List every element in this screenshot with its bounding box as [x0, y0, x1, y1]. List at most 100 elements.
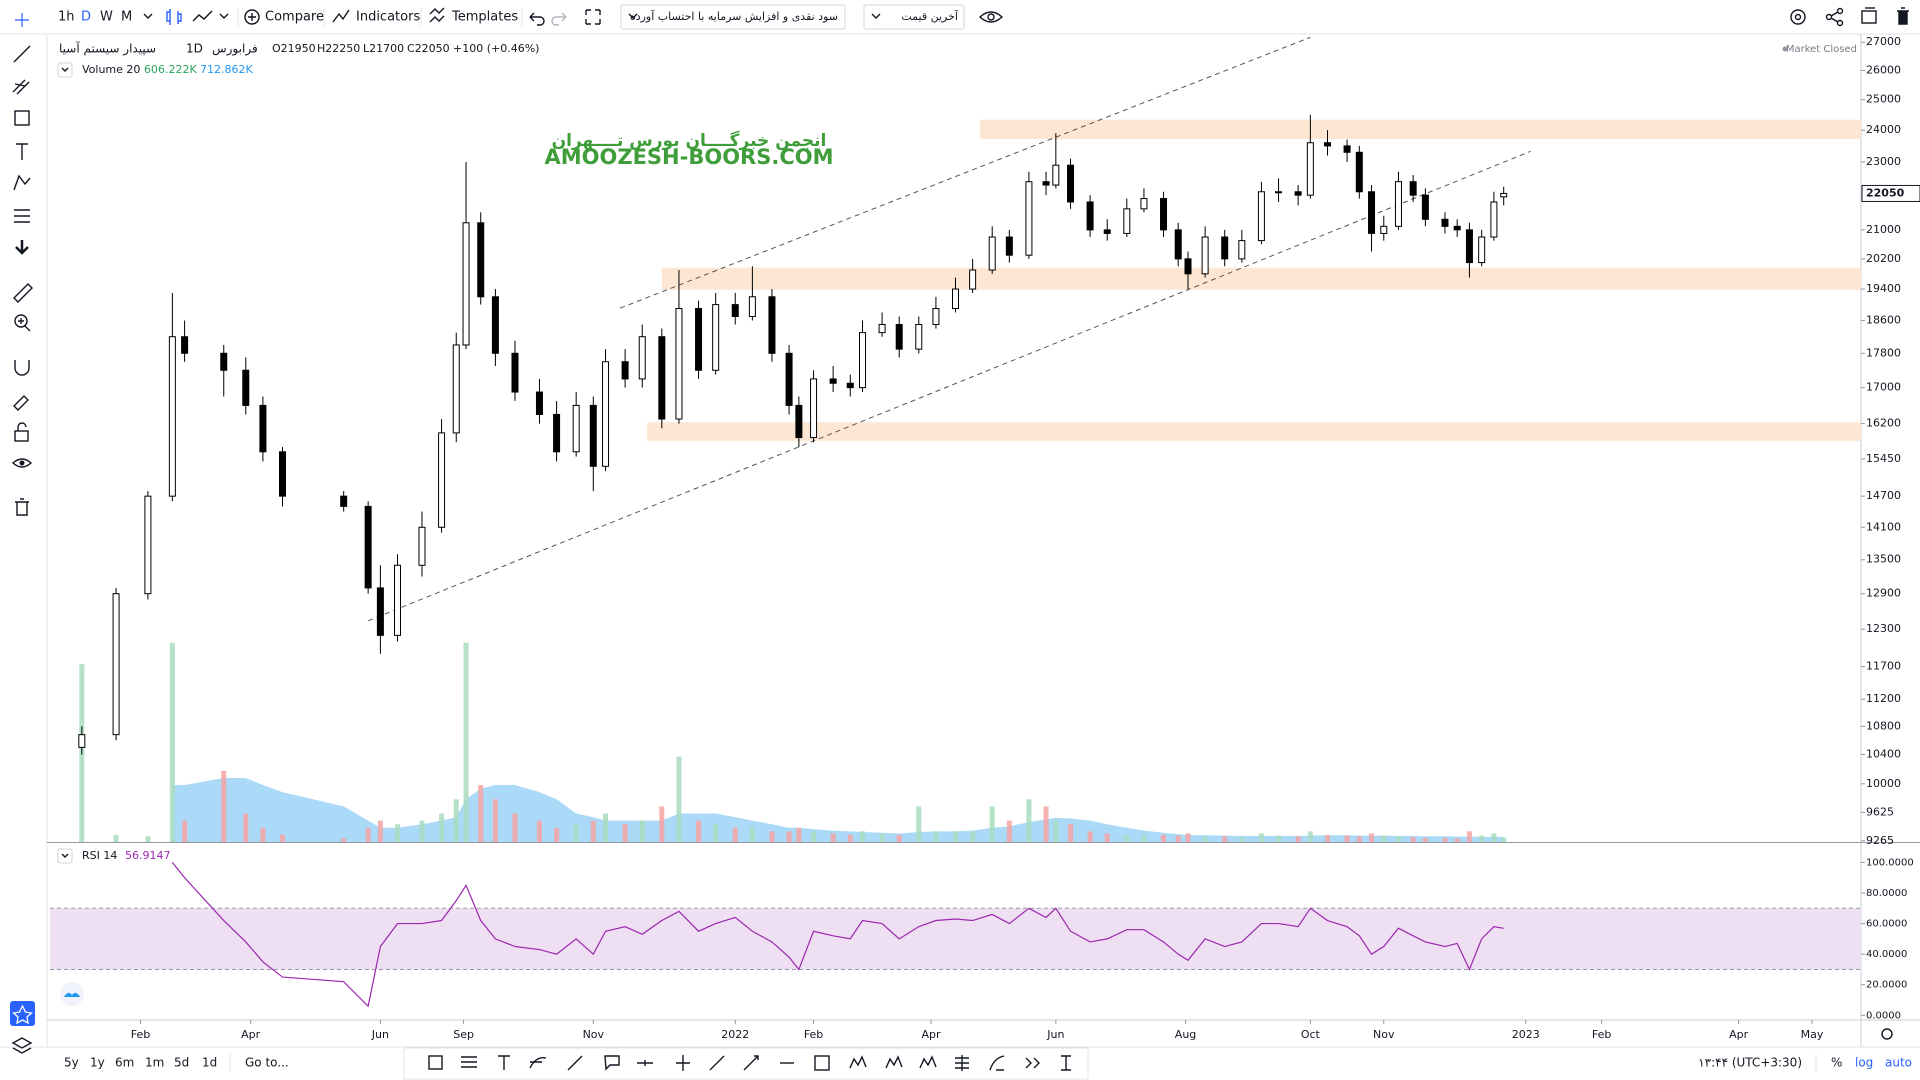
rsi-y-tick-label: 40.0000 [1866, 949, 1907, 960]
volume-bar [896, 834, 902, 842]
goto-button[interactable]: Go to... [245, 1056, 289, 1070]
ruler-tool[interactable] [13, 283, 33, 303]
pattern-tool[interactable] [1025, 1057, 1040, 1069]
candle-body [602, 361, 610, 467]
adjustment-label[interactable]: سود نقدی و افزایش سرمایه با احتساب آورده [630, 9, 838, 23]
interval-1h[interactable]: 1h [58, 10, 75, 25]
volume-bar [1185, 833, 1191, 842]
chart-type-button[interactable] [166, 9, 182, 25]
pattern-tool[interactable] [13, 174, 31, 191]
measure-tool[interactable] [1061, 1055, 1071, 1071]
prediction-tool[interactable] [14, 209, 30, 223]
crosshair-tool[interactable] [15, 13, 29, 27]
zoom-tool[interactable] [14, 314, 31, 332]
x-tick-label: 2023 [1512, 1028, 1540, 1041]
callout-tool[interactable] [604, 1055, 620, 1071]
candle-body [242, 369, 250, 406]
text-tool[interactable] [498, 1055, 510, 1070]
rect-tool[interactable] [428, 1055, 443, 1070]
interval-d[interactable]: D [81, 10, 91, 25]
interval-m[interactable]: M [121, 10, 132, 25]
price-source-label[interactable]: آخرین قیمت [901, 9, 959, 23]
shape-tool[interactable] [14, 110, 30, 126]
undo-button[interactable] [529, 12, 545, 26]
collapse-button[interactable] [57, 848, 73, 864]
candle-body [952, 288, 959, 310]
volume-bar [1276, 835, 1282, 842]
volume-bar [1395, 836, 1401, 842]
templates-label[interactable]: Templates [451, 10, 518, 25]
axis-settings[interactable] [1881, 1028, 1893, 1040]
range-tool[interactable] [814, 1055, 830, 1071]
y-tick-label: 16200 [1866, 417, 1901, 430]
range-5y[interactable]: 5y [64, 1056, 79, 1070]
interval-w[interactable]: W [100, 10, 113, 25]
candle-body [1042, 181, 1050, 186]
line-tool[interactable] [567, 1055, 583, 1071]
range-1d[interactable]: 1d [202, 1056, 217, 1070]
snapshot-button[interactable] [1861, 7, 1877, 24]
templates-button[interactable]: Templates [429, 7, 518, 25]
percent-toggle[interactable]: % [1831, 1056, 1842, 1070]
price-source-dropdown[interactable]: آخرین قیمت [863, 4, 965, 30]
ray-tool[interactable] [709, 1055, 725, 1071]
candle-body [376, 587, 384, 636]
abcd-tool[interactable] [885, 1055, 903, 1069]
x-tick-label: Feb [131, 1028, 150, 1041]
range-1y[interactable]: 1y [90, 1056, 105, 1070]
fullscreen-button[interactable] [585, 9, 601, 25]
drawing-mode-tool[interactable] [13, 395, 29, 411]
volume-bar [769, 831, 775, 842]
trendline [367, 150, 1531, 622]
range-5d[interactable]: 5d [174, 1056, 189, 1070]
candle-body [1201, 236, 1209, 275]
rsi-y-tick-label: 60.0000 [1866, 919, 1907, 930]
path-tool[interactable] [529, 1057, 547, 1069]
candle-body [712, 304, 720, 371]
volume-bar [463, 642, 469, 842]
fib-tool[interactable] [955, 1055, 969, 1071]
y-tick-label: 14700 [1866, 489, 1901, 502]
lines-tool[interactable] [461, 1056, 477, 1068]
hline-tool[interactable] [637, 1060, 653, 1066]
remove-tool[interactable] [15, 498, 29, 516]
volume-bar [786, 831, 792, 842]
volume-bar [1454, 838, 1460, 842]
range-6m[interactable]: 6m [115, 1056, 134, 1070]
volume-bar [1356, 836, 1362, 842]
fib-tool[interactable] [12, 79, 30, 95]
brush-tool[interactable] [989, 1055, 1005, 1071]
elliott-tool[interactable] [919, 1055, 937, 1069]
xabcd-tool[interactable] [849, 1055, 867, 1069]
interval-menu[interactable] [143, 13, 153, 19]
adjustment-dropdown[interactable]: سود نقدی و افزایش سرمایه با احتساب آورده [620, 4, 846, 30]
trendline-tool[interactable] [13, 45, 31, 63]
indicators-label[interactable]: Indicators [356, 10, 420, 25]
candle-body [491, 296, 499, 354]
redo-button[interactable] [551, 12, 567, 26]
visibility-button[interactable] [978, 11, 1004, 23]
delete-button[interactable] [1897, 7, 1909, 25]
lock-tool[interactable] [14, 422, 29, 442]
log-toggle[interactable]: log [1855, 1056, 1873, 1070]
range-1m[interactable]: 1m [145, 1056, 164, 1070]
compare-label[interactable]: Compare [265, 10, 324, 25]
collapse-button[interactable] [57, 62, 73, 78]
y-tick-label: 21000 [1866, 223, 1901, 236]
x-tick-label: Aug [1175, 1028, 1196, 1041]
hide-tool[interactable] [11, 458, 33, 468]
volume-bar [453, 799, 459, 842]
compare-button[interactable]: Compare [244, 9, 324, 25]
text-tool[interactable] [16, 143, 28, 160]
favorites-tool[interactable] [10, 1001, 35, 1026]
indicators-button[interactable]: Indicators [332, 10, 420, 25]
arrow-tool[interactable] [743, 1055, 759, 1071]
line-type-button[interactable] [192, 10, 229, 22]
auto-toggle[interactable]: auto [1885, 1056, 1912, 1070]
object-tree-tool[interactable] [11, 1037, 33, 1054]
cross-tool[interactable] [676, 1055, 690, 1071]
icons-tool[interactable] [15, 240, 29, 255]
magnet-tool[interactable] [14, 360, 30, 376]
settings-button[interactable] [1790, 9, 1806, 25]
share-button[interactable] [1825, 7, 1844, 27]
